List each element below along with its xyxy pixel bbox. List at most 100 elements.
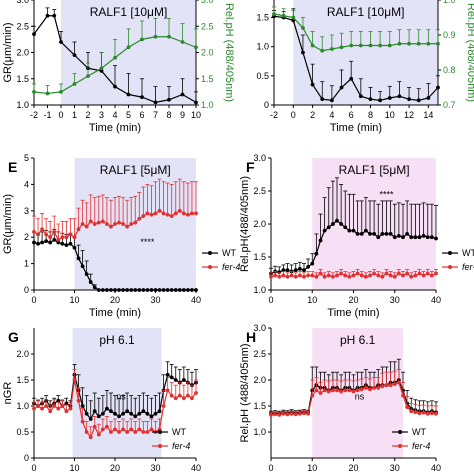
data-point [343, 225, 348, 230]
y-tick-label: 0.5 [256, 71, 269, 81]
x-tick-label: 0 [268, 463, 273, 473]
data-point [145, 211, 150, 216]
y2-tick-label: 2.0 [201, 48, 214, 58]
y-tick-label: 0.5 [16, 427, 29, 437]
data-point [52, 13, 57, 18]
data-point [194, 45, 198, 50]
panel-2: RALF1 [10μM]-2 0 2 4 6 8 10 12 1400.51.01.50.70.… [256, 0, 474, 134]
data-point [297, 266, 302, 271]
x-tick-label: 0 [31, 295, 36, 305]
x-tick-label: 3 [99, 110, 104, 120]
data-point [291, 15, 296, 20]
y2-tick-label: 3.0 [201, 0, 214, 5]
data-point [137, 216, 142, 221]
data-point [72, 82, 77, 86]
data-point [368, 387, 372, 392]
data-point [59, 89, 63, 94]
data-point [310, 261, 315, 266]
data-point [387, 43, 392, 48]
data-point [141, 430, 146, 434]
data-point [64, 235, 69, 240]
y-tick-label: 1.0 [16, 401, 29, 411]
legend-marker [398, 444, 402, 448]
data-point [343, 388, 348, 393]
data-point [45, 13, 50, 18]
data-point [117, 430, 121, 434]
data-point [397, 94, 402, 99]
data-point [378, 43, 383, 48]
legend-label: WT [412, 427, 426, 437]
data-point [425, 411, 430, 416]
data-point [302, 268, 306, 273]
data-point [378, 98, 383, 103]
data-point [96, 220, 101, 225]
data-point [310, 393, 315, 398]
treatment-label: RALF1 [10μM] [327, 5, 405, 19]
data-point [181, 288, 186, 292]
y-tick-label: 3.0 [16, 0, 29, 5]
data-point [425, 235, 430, 240]
data-point [314, 251, 319, 256]
data-point [401, 393, 405, 398]
data-point [129, 222, 134, 226]
data-point [289, 273, 294, 278]
data-point [347, 228, 352, 233]
data-point [100, 219, 105, 224]
data-point [306, 265, 311, 269]
data-point [113, 84, 117, 89]
significance-label: ns [355, 392, 365, 402]
data-point [169, 375, 174, 380]
data-point [380, 274, 385, 279]
treatment-label: RALF1 [5μM] [100, 163, 171, 177]
x-tick-label: 2 [310, 110, 315, 120]
data-point [349, 43, 354, 48]
data-point [376, 385, 381, 390]
x-axis-label: Time (min) [89, 122, 141, 134]
data-point [40, 240, 44, 245]
data-point [384, 383, 389, 388]
x-tick-label: 30 [150, 295, 160, 305]
data-point [376, 235, 381, 240]
data-point [117, 414, 121, 419]
y-tick-label: 1.5 [253, 401, 266, 411]
legend-label: WT [172, 427, 186, 437]
y-axis-label: GR(μm/min) [2, 22, 14, 82]
data-point [194, 391, 198, 395]
x-tick-label: 5 [126, 110, 131, 120]
x-tick-label: 10 [307, 295, 317, 305]
data-point [117, 220, 121, 225]
data-point [416, 41, 421, 46]
data-point [68, 241, 73, 246]
y2-tick-label: 0.8 [443, 65, 456, 75]
data-point [165, 388, 170, 393]
legend-marker [208, 251, 212, 256]
data-point [113, 288, 117, 292]
data-point [96, 414, 101, 419]
x-tick-label: 40 [431, 463, 441, 473]
panel-letter: H [246, 329, 256, 345]
data-point [339, 45, 344, 50]
data-point [409, 274, 414, 279]
data-point [293, 274, 298, 279]
data-point [133, 220, 138, 225]
data-point [84, 411, 89, 416]
data-point [186, 393, 190, 398]
series-2 [32, 369, 198, 440]
data-point [129, 427, 134, 432]
data-point [40, 406, 44, 411]
y-axis-label: GR(μm/min) [2, 194, 14, 254]
data-point [194, 211, 198, 216]
series-1 [32, 7, 198, 105]
data-point [306, 411, 311, 416]
data-point [301, 26, 305, 30]
data-point [84, 272, 89, 277]
data-point [181, 211, 186, 216]
data-point [167, 34, 171, 39]
data-point [96, 288, 101, 292]
data-point [88, 219, 93, 224]
legend-marker [448, 251, 452, 256]
data-point [363, 385, 368, 390]
y-tick-label: 1.5 [256, 13, 269, 23]
treatment-shade [293, 0, 438, 105]
data-point [306, 273, 311, 278]
